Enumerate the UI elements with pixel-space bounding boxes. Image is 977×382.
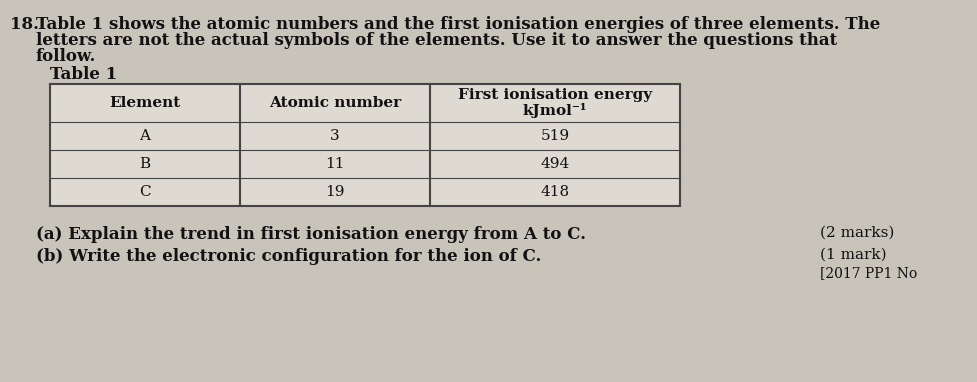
Text: 18.: 18. — [10, 16, 39, 33]
Text: 19: 19 — [325, 185, 345, 199]
Text: Atomic number: Atomic number — [269, 96, 401, 110]
Text: 494: 494 — [540, 157, 569, 171]
Text: (1 mark): (1 mark) — [819, 248, 886, 262]
Text: A: A — [140, 129, 150, 143]
Text: follow.: follow. — [36, 48, 97, 65]
Text: letters are not the actual symbols of the elements. Use it to answer the questio: letters are not the actual symbols of th… — [36, 32, 836, 49]
Text: [2017 PP1 No: [2017 PP1 No — [819, 266, 916, 280]
Text: 418: 418 — [540, 185, 569, 199]
Text: Table 1 shows the atomic numbers and the first ionisation energies of three elem: Table 1 shows the atomic numbers and the… — [36, 16, 879, 33]
Text: (2 marks): (2 marks) — [819, 226, 893, 240]
Text: 3: 3 — [330, 129, 339, 143]
Text: Element: Element — [109, 96, 181, 110]
Text: C: C — [139, 185, 150, 199]
Bar — [50, 84, 679, 206]
Text: Table 1: Table 1 — [50, 66, 117, 83]
Text: 11: 11 — [325, 157, 345, 171]
Text: (b) Write the electronic configuration for the ion of C.: (b) Write the electronic configuration f… — [36, 248, 541, 265]
Text: B: B — [140, 157, 150, 171]
Text: 519: 519 — [540, 129, 569, 143]
Text: (a) Explain the trend in first ionisation energy from A to C.: (a) Explain the trend in first ionisatio… — [36, 226, 585, 243]
Text: kJmol⁻¹: kJmol⁻¹ — [523, 104, 586, 118]
Text: First ionisation energy: First ionisation energy — [457, 88, 652, 102]
